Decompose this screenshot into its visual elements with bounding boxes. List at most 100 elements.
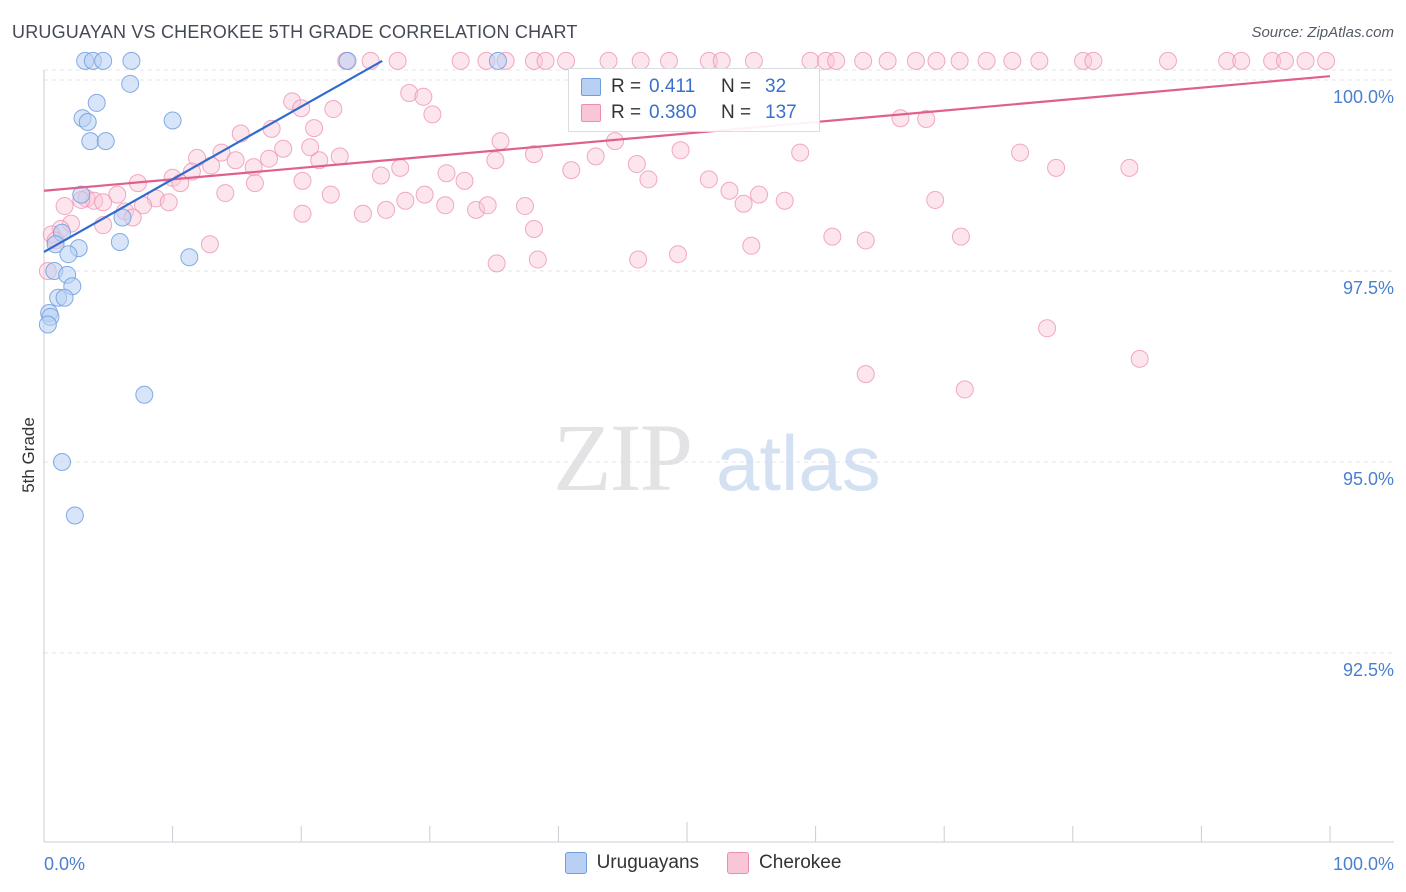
- legend-item-uruguayans: Uruguayans: [564, 852, 700, 874]
- cherokee-point: [926, 190, 945, 209]
- uruguayan-point: [338, 51, 357, 70]
- cherokee-point: [951, 227, 970, 246]
- cherokee-point: [1038, 319, 1057, 338]
- uruguayan-point: [488, 51, 507, 70]
- legend-swatch-pink: [727, 852, 750, 874]
- x-tick-label-left: 0.0%: [44, 854, 85, 874]
- cherokee-point: [216, 184, 235, 203]
- legend-swatch-blue: [564, 852, 587, 874]
- cherokee-point: [562, 161, 581, 180]
- cherokee-point: [671, 141, 690, 160]
- legend-n-label: N =: [721, 76, 752, 97]
- cherokee-point: [1317, 51, 1336, 70]
- legend-row-uruguayans: R = 0.411 N = 32: [581, 75, 786, 99]
- cherokee-point: [742, 236, 761, 255]
- cherokee-point: [827, 51, 846, 70]
- cherokee-point: [536, 51, 555, 70]
- cherokee-point: [486, 151, 505, 170]
- cherokee-trend-line: [43, 75, 1331, 192]
- legend-r-label: R =: [611, 102, 642, 123]
- uruguayan-point: [78, 113, 97, 132]
- cherokee-point: [436, 196, 455, 215]
- uruguayan-trend-line: [43, 59, 383, 253]
- cherokee-point: [478, 196, 497, 215]
- cherokee-point: [1232, 51, 1251, 70]
- watermark-atlas: atlas: [716, 419, 881, 507]
- cherokee-point: [415, 185, 434, 204]
- cherokee-point: [423, 105, 442, 124]
- uruguayan-point: [110, 232, 129, 251]
- y-axis-label: 5th Grade: [19, 417, 38, 493]
- y-tick-label: 97.5%: [1343, 278, 1394, 298]
- cherokee-point: [977, 51, 996, 70]
- uruguayan-point: [113, 208, 132, 227]
- cherokee-point: [586, 147, 605, 166]
- cherokee-point: [55, 197, 74, 216]
- cherokee-point: [1263, 51, 1282, 70]
- uruguayan-point: [55, 288, 74, 307]
- cherokee-point: [467, 200, 486, 219]
- cherokee-point: [293, 204, 312, 223]
- cherokee-point: [659, 51, 678, 70]
- legend-label-cherokee: Cherokee: [759, 852, 842, 873]
- grid-lines: [44, 69, 1394, 654]
- cherokee-point: [305, 119, 324, 138]
- cherokee-point: [1296, 51, 1315, 70]
- cherokee-point: [1074, 51, 1093, 70]
- cherokee-point: [668, 245, 687, 264]
- cherokee-point: [639, 170, 658, 189]
- cherokee-point: [750, 185, 769, 204]
- cherokee-point: [1084, 51, 1103, 70]
- uruguayan-point: [81, 132, 100, 151]
- cherokee-point: [108, 185, 127, 204]
- uruguayan-point: [122, 51, 141, 70]
- cherokee-point: [437, 164, 456, 183]
- cherokee-point: [955, 380, 974, 399]
- cherokee-point: [260, 149, 279, 168]
- cherokee-point: [1120, 158, 1139, 177]
- cherokee-point: [791, 143, 810, 162]
- cherokee-point: [524, 145, 543, 164]
- cherokee-point: [557, 51, 576, 70]
- cherokee-point: [310, 151, 329, 170]
- cherokee-point: [283, 92, 302, 111]
- cherokee-point: [1158, 51, 1177, 70]
- cherokee-point: [182, 162, 201, 181]
- cherokee-point: [321, 185, 340, 204]
- cherokee-point: [1003, 51, 1022, 70]
- cherokee-point: [856, 231, 875, 250]
- uruguayan-point: [65, 506, 84, 525]
- uruguayan-point: [38, 315, 57, 334]
- cherokee-point: [1047, 158, 1066, 177]
- legend-r-label: R =: [611, 76, 642, 97]
- cherokee-point: [816, 51, 835, 70]
- cherokee-point: [159, 193, 178, 212]
- uruguayan-point: [180, 248, 199, 267]
- legend-n-value: 32: [765, 76, 787, 97]
- cherokee-point: [927, 51, 946, 70]
- cherokee-point: [515, 197, 534, 216]
- uruguayan-points: [38, 51, 507, 525]
- series-legend: Uruguayans Cherokee: [0, 852, 1406, 874]
- cherokee-point: [906, 51, 925, 70]
- cherokee-point: [712, 51, 731, 70]
- legend-label-uruguayans: Uruguayans: [596, 852, 700, 873]
- cherokee-point: [451, 51, 470, 70]
- source-credit: Source: ZipAtlas.com: [1251, 24, 1394, 41]
- cherokee-point: [301, 138, 320, 157]
- cherokee-point: [274, 139, 293, 158]
- cherokee-point: [391, 158, 410, 177]
- stats-legend: R = 0.411 N = 32 R = 0.380 N = 137: [568, 68, 820, 132]
- legend-row-cherokee: R = 0.380 N = 137: [581, 101, 797, 125]
- cherokee-point: [734, 194, 753, 213]
- cherokee-point: [400, 83, 419, 102]
- watermark: ZIP atlas: [553, 404, 881, 511]
- cherokee-point: [631, 51, 650, 70]
- legend-swatch-pink: [581, 104, 601, 122]
- cherokee-point: [524, 219, 543, 238]
- cherokee-point: [856, 365, 875, 384]
- y-tick-label: 100.0%: [1333, 87, 1394, 107]
- uruguayan-point: [59, 245, 78, 264]
- cherokee-point: [744, 51, 763, 70]
